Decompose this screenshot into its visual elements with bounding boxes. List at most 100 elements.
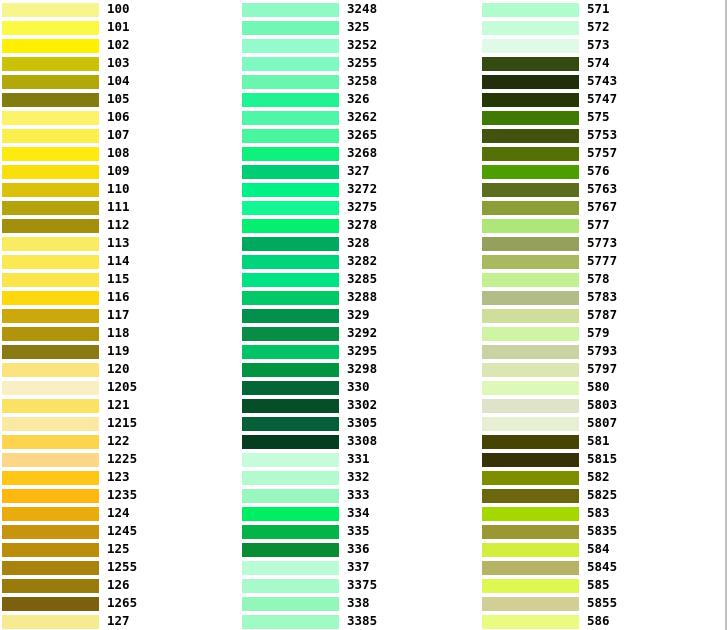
- swatch-row: 118: [2, 324, 242, 342]
- color-code-label: 329: [347, 307, 370, 322]
- color-swatch: [482, 543, 579, 557]
- swatch-row: 101: [2, 18, 242, 36]
- color-code-label: 120: [107, 361, 130, 376]
- swatch-row: 3248: [242, 0, 482, 18]
- color-code-label: 3265: [347, 127, 378, 142]
- color-code-label: 5815: [587, 451, 618, 466]
- color-swatch: [482, 291, 579, 305]
- color-swatch: [2, 57, 99, 71]
- swatch-row: 117: [2, 306, 242, 324]
- color-code-label: 580: [587, 379, 610, 394]
- swatch-row: 331: [242, 450, 482, 468]
- color-code-label: 125: [107, 541, 130, 556]
- color-code-label: 586: [587, 613, 610, 628]
- swatch-row: 5757: [482, 144, 722, 162]
- swatch-row: 585: [482, 576, 722, 594]
- swatch-row: 122: [2, 432, 242, 450]
- color-code-label: 5747: [587, 91, 618, 106]
- color-code-label: 1255: [107, 559, 138, 574]
- color-swatch: [242, 453, 339, 467]
- color-swatch: [2, 615, 99, 629]
- color-swatch: [482, 255, 579, 269]
- color-code-label: 332: [347, 469, 370, 484]
- color-swatch: [2, 399, 99, 413]
- color-swatch: [482, 165, 579, 179]
- color-swatch: [242, 75, 339, 89]
- color-swatch: [2, 381, 99, 395]
- color-swatch: [242, 417, 339, 431]
- swatch-row: 114: [2, 252, 242, 270]
- color-code-label: 575: [587, 109, 610, 124]
- color-swatch: [242, 111, 339, 125]
- swatch-row: 5797: [482, 360, 722, 378]
- swatch-row: 338: [242, 594, 482, 612]
- swatch-row: 111: [2, 198, 242, 216]
- swatch-row: 335: [242, 522, 482, 540]
- color-swatch: [482, 615, 579, 629]
- swatch-row: 3302: [242, 396, 482, 414]
- color-swatch: [2, 165, 99, 179]
- swatch-row: 5855: [482, 594, 722, 612]
- swatch-row: 5753: [482, 126, 722, 144]
- color-code-label: 109: [107, 163, 130, 178]
- color-swatch: [242, 93, 339, 107]
- color-code-label: 576: [587, 163, 610, 178]
- color-code-label: 5845: [587, 559, 618, 574]
- swatch-row: 115: [2, 270, 242, 288]
- color-swatch: [482, 237, 579, 251]
- swatch-row: 572: [482, 18, 722, 36]
- color-code-label: 102: [107, 37, 130, 52]
- swatch-row: 125: [2, 540, 242, 558]
- color-code-label: 103: [107, 55, 130, 70]
- swatch-column-green-mint-series: 3248 325 3252 3255 3258 326 3262 3265 3268 327 327…: [242, 0, 482, 630]
- color-code-label: 571: [587, 1, 610, 16]
- swatch-row: 3292: [242, 324, 482, 342]
- color-swatch: [2, 129, 99, 143]
- color-swatch: [2, 327, 99, 341]
- color-code-label: 3292: [347, 325, 378, 340]
- right-edge-border: [725, 0, 727, 630]
- swatch-row: 102: [2, 36, 242, 54]
- color-code-label: 1225: [107, 451, 138, 466]
- color-code-label: 3258: [347, 73, 378, 88]
- swatch-row: 116: [2, 288, 242, 306]
- swatch-row: 576: [482, 162, 722, 180]
- swatch-row: 5815: [482, 450, 722, 468]
- swatch-column-olive-green-series: 571 572 573 574 5743 5747 575 5753 5757 576 5763 57…: [482, 0, 722, 630]
- swatch-row: 3385: [242, 612, 482, 630]
- color-code-label: 3385: [347, 613, 378, 628]
- color-swatch: [242, 363, 339, 377]
- color-code-label: 3285: [347, 271, 378, 286]
- swatch-row: 109: [2, 162, 242, 180]
- color-code-label: 126: [107, 577, 130, 592]
- swatch-row: 3308: [242, 432, 482, 450]
- color-swatch: [2, 543, 99, 557]
- color-swatch: [242, 615, 339, 629]
- swatch-row: 575: [482, 108, 722, 126]
- color-code-label: 3272: [347, 181, 378, 196]
- color-swatch: [482, 561, 579, 575]
- color-swatch: [2, 219, 99, 233]
- color-code-label: 582: [587, 469, 610, 484]
- color-swatch: [2, 201, 99, 215]
- color-swatch: [242, 57, 339, 71]
- color-swatch: [242, 3, 339, 17]
- swatch-row: 119: [2, 342, 242, 360]
- color-swatch: [242, 435, 339, 449]
- color-swatch: [482, 381, 579, 395]
- color-code-label: 3282: [347, 253, 378, 268]
- color-code-label: 5763: [587, 181, 618, 196]
- color-code-label: 3308: [347, 433, 378, 448]
- swatch-row: 586: [482, 612, 722, 630]
- swatch-row: 326: [242, 90, 482, 108]
- color-code-label: 579: [587, 325, 610, 340]
- swatch-row: 127: [2, 612, 242, 630]
- color-code-label: 5773: [587, 235, 618, 250]
- color-swatch: [2, 417, 99, 431]
- color-code-label: 123: [107, 469, 130, 484]
- color-swatch: [242, 165, 339, 179]
- color-swatch: [482, 39, 579, 53]
- swatch-row: 1235: [2, 486, 242, 504]
- swatch-row: 3282: [242, 252, 482, 270]
- color-code-label: 328: [347, 235, 370, 250]
